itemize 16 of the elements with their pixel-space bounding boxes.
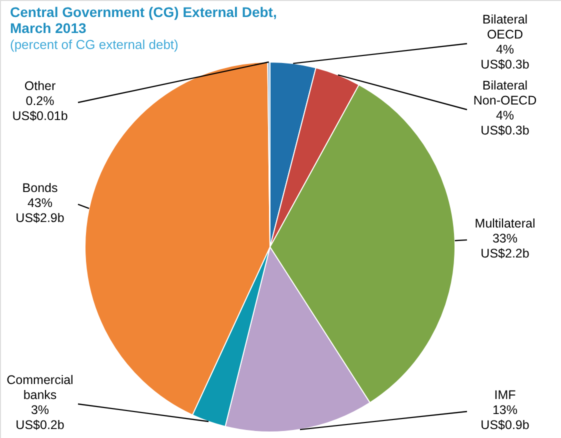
text: (percent of CG external debt) <box>10 37 178 52</box>
slice-label: Other <box>24 79 56 93</box>
data-label: 43% US$2.9b <box>16 196 64 225</box>
slice-label: Bilateral Non-OECD <box>473 78 537 108</box>
data-label: 0.2% US$0.01b <box>12 94 68 123</box>
data-label: 13% US$0.9b <box>480 403 530 432</box>
slice-label: IMF <box>494 388 516 402</box>
data-label: 4% US$0.3b <box>480 42 530 72</box>
slice-label: Commercial banks <box>6 373 74 402</box>
slice-label: Bilateral OECD <box>482 12 528 42</box>
chart-title: Central Government (CG) External Debt, March 2013 <box>10 4 277 36</box>
slice-label: Multilateral <box>474 216 536 230</box>
data-label: 33% US$2.2b <box>480 231 530 260</box>
slice-label: Bonds <box>22 180 58 195</box>
data-label: 3% US$0.2b <box>16 403 64 432</box>
data-label: 4% US$0.3b <box>480 108 530 138</box>
